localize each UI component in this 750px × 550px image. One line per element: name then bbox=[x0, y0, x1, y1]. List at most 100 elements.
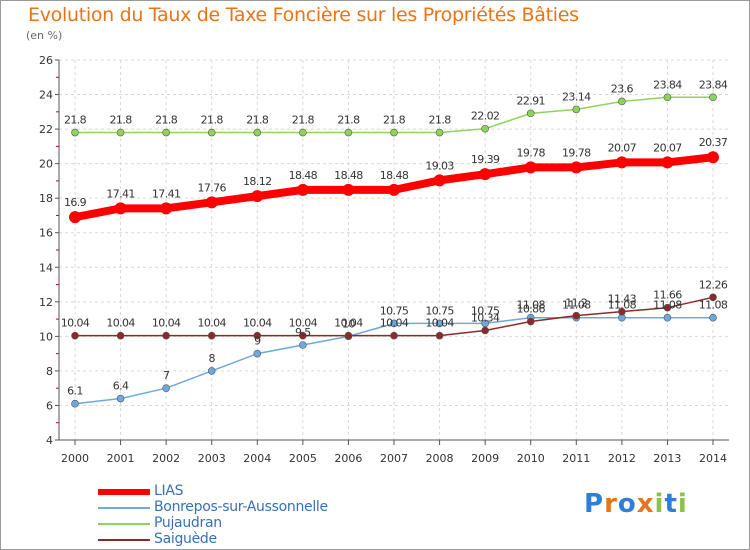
logo-letter: t bbox=[664, 489, 678, 519]
data-point bbox=[299, 331, 307, 340]
data-point bbox=[116, 128, 125, 137]
data-label: 21.8 bbox=[64, 114, 87, 127]
data-label: 16.9 bbox=[64, 196, 87, 209]
y-tick-label: 18 bbox=[39, 192, 53, 205]
data-label: 19.03 bbox=[425, 159, 454, 172]
data-point bbox=[205, 196, 218, 209]
data-point bbox=[390, 331, 398, 340]
data-point bbox=[663, 303, 672, 312]
logo-letter: r bbox=[604, 489, 618, 519]
data-label: 10.75 bbox=[425, 304, 454, 317]
data-point bbox=[116, 394, 125, 403]
x-tick-label: 2001 bbox=[107, 452, 135, 465]
data-point bbox=[253, 128, 262, 137]
y-tick-label: 14 bbox=[39, 261, 53, 274]
legend-label: Bonrepos-sur-Aussonnelle bbox=[154, 499, 328, 515]
data-point bbox=[253, 349, 262, 358]
data-label: 21.8 bbox=[155, 114, 178, 127]
data-label: 22.02 bbox=[471, 110, 500, 123]
data-label: 21.8 bbox=[292, 114, 315, 127]
y-tick-label: 12 bbox=[39, 296, 53, 309]
data-point bbox=[344, 128, 353, 137]
y-tick-label: 24 bbox=[39, 89, 53, 102]
x-tick-label: 2002 bbox=[152, 452, 180, 465]
data-point bbox=[207, 128, 216, 137]
chart-legend: LIAS Bonrepos-sur-Aussonnelle Pujaudran Sai… bbox=[98, 483, 398, 548]
logo-letter: P bbox=[584, 489, 605, 519]
data-point bbox=[707, 151, 719, 164]
y-tick-label: 10 bbox=[39, 330, 53, 343]
x-tick-label: 2008 bbox=[426, 452, 454, 465]
data-label: 20.07 bbox=[653, 141, 682, 154]
data-point bbox=[344, 331, 353, 340]
data-label: 10 bbox=[342, 317, 355, 330]
proxiti-logo: Proxiti bbox=[584, 489, 688, 519]
data-label: 23.84 bbox=[699, 78, 728, 91]
data-label: 20.07 bbox=[608, 141, 637, 154]
data-point bbox=[481, 124, 489, 133]
data-point bbox=[388, 183, 400, 196]
data-label: 21.8 bbox=[429, 114, 452, 127]
data-label: 17.41 bbox=[106, 187, 135, 200]
data-label: 21.8 bbox=[246, 114, 269, 127]
y-tick-label: 26 bbox=[39, 54, 53, 67]
y-tick-label: 20 bbox=[39, 158, 53, 171]
data-point bbox=[435, 319, 444, 328]
logo-letter: i bbox=[677, 489, 688, 519]
legend-item: Pujaudran bbox=[98, 515, 398, 532]
data-label: 19.78 bbox=[562, 146, 591, 159]
data-point bbox=[71, 128, 79, 137]
data-point bbox=[572, 311, 581, 320]
data-point bbox=[663, 313, 672, 322]
x-tick-label: 2012 bbox=[608, 452, 636, 465]
data-point bbox=[709, 93, 717, 102]
data-label: 12.26 bbox=[699, 278, 728, 291]
data-label: 11.08 bbox=[653, 299, 682, 312]
data-label: 11.08 bbox=[562, 299, 591, 312]
data-label: 10.04 bbox=[289, 317, 318, 330]
x-tick-label: 2006 bbox=[334, 452, 362, 465]
data-point bbox=[433, 174, 446, 187]
data-label: 17.76 bbox=[197, 181, 226, 194]
data-label: 23.14 bbox=[562, 90, 591, 103]
data-label: 20.37 bbox=[699, 136, 728, 149]
legend-label: LIAS bbox=[154, 483, 184, 499]
data-point bbox=[435, 331, 444, 340]
data-point bbox=[162, 128, 170, 137]
data-label: 10.04 bbox=[152, 317, 181, 330]
data-label: 18.48 bbox=[380, 169, 409, 182]
y-tick-label: 4 bbox=[46, 434, 53, 447]
data-label: 10.34 bbox=[471, 311, 500, 324]
data-label: 17.41 bbox=[152, 187, 181, 200]
data-label: 11.08 bbox=[516, 299, 545, 312]
data-label: 11.66 bbox=[653, 289, 682, 302]
data-label: 18.48 bbox=[289, 169, 318, 182]
data-point bbox=[435, 128, 444, 137]
data-point bbox=[615, 156, 628, 169]
data-point bbox=[709, 313, 717, 322]
data-point bbox=[71, 399, 79, 408]
chart-title: Evolution du Taux de Taxe Foncière sur l… bbox=[28, 4, 579, 26]
legend-item: LIAS bbox=[98, 483, 398, 500]
data-label: 10.04 bbox=[334, 317, 363, 330]
data-point bbox=[162, 331, 170, 340]
data-point bbox=[661, 156, 674, 169]
x-tick-label: 2005 bbox=[289, 452, 317, 465]
data-label: 21.8 bbox=[337, 114, 360, 127]
data-label: 6.4 bbox=[113, 380, 129, 393]
data-point bbox=[570, 161, 583, 174]
y-tick-label: 22 bbox=[39, 123, 53, 136]
data-point bbox=[71, 331, 79, 340]
data-label: 7 bbox=[163, 369, 170, 382]
data-label: 10.04 bbox=[380, 317, 409, 330]
x-tick-label: 2007 bbox=[380, 452, 408, 465]
data-point bbox=[160, 202, 173, 215]
data-point bbox=[299, 128, 307, 137]
data-point bbox=[526, 109, 535, 118]
data-point bbox=[618, 97, 626, 106]
logo-letter: x bbox=[636, 489, 655, 519]
y-tick-label: 16 bbox=[39, 227, 53, 240]
data-point bbox=[572, 105, 581, 114]
data-point bbox=[709, 293, 717, 302]
